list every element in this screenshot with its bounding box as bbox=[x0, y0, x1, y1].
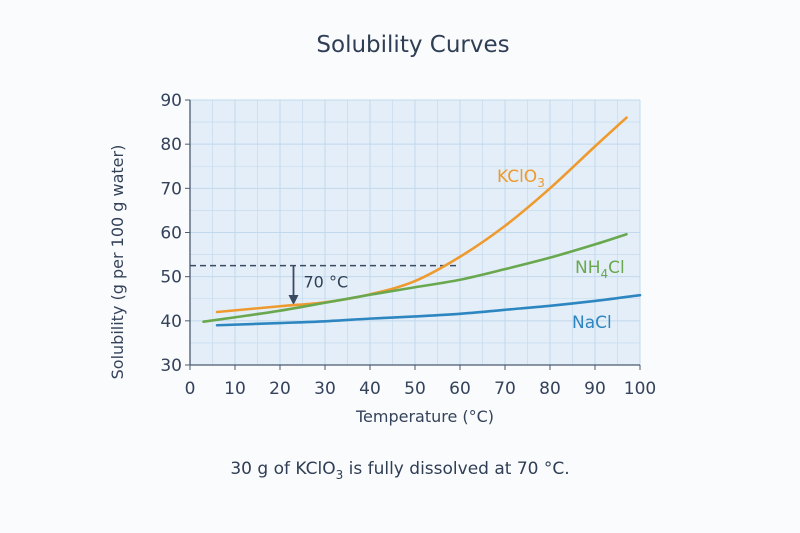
y-tick-label: 50 bbox=[160, 268, 182, 288]
marker-label: 70 °C bbox=[304, 273, 349, 292]
arrow-down-icon bbox=[288, 295, 299, 305]
x-tick-label: 60 bbox=[449, 379, 471, 399]
x-tick-label: 70 bbox=[494, 379, 516, 399]
x-tick-label: 0 bbox=[185, 379, 196, 399]
series-label-kclo3: KClO3 bbox=[497, 167, 545, 190]
series-line-nh4cl bbox=[202, 232, 628, 324]
series-line-kclo3 bbox=[215, 116, 628, 314]
y-tick-labels: 30 40 50 60 70 80 90 bbox=[160, 91, 190, 376]
caption-subscript: 3 bbox=[336, 468, 344, 482]
temperature-marker: 70 °C bbox=[190, 264, 460, 305]
caption-end: is fully dissolved at 70 °C. bbox=[343, 459, 569, 479]
series-line-nacl bbox=[215, 293, 642, 327]
x-tick-label: 40 bbox=[359, 379, 381, 399]
x-tick-labels: 0 10 20 30 40 50 60 70 80 90 100 bbox=[185, 365, 656, 399]
y-tick-label: 70 bbox=[160, 179, 182, 199]
y-tick-label: 30 bbox=[160, 356, 182, 376]
y-tick-label: 80 bbox=[160, 135, 182, 155]
x-tick-label: 20 bbox=[269, 379, 291, 399]
x-tick-label: 100 bbox=[624, 379, 656, 399]
x-tick-label: 30 bbox=[314, 379, 336, 399]
series-label-nh4cl: NH4Cl bbox=[575, 258, 625, 281]
x-tick-label: 90 bbox=[584, 379, 606, 399]
series-label-nacl: NaCl bbox=[572, 313, 612, 333]
y-tick-label: 40 bbox=[160, 312, 182, 332]
x-tick-label: 10 bbox=[224, 379, 246, 399]
series-labels: KClO3 NH4Cl NaCl bbox=[497, 167, 625, 333]
y-tick-label: 90 bbox=[160, 91, 182, 111]
series-lines bbox=[202, 116, 642, 327]
x-tick-label: 80 bbox=[539, 379, 561, 399]
chart-title: Solubility Curves bbox=[316, 32, 509, 58]
y-axis-label: Solubility (g per 100 g water) bbox=[108, 145, 127, 380]
caption: 30 g of KClO3 is fully dissolved at 70 °… bbox=[230, 459, 569, 482]
x-axis-label: Temperature (°C) bbox=[355, 407, 494, 426]
caption-start: 30 g of KClO bbox=[230, 459, 335, 479]
x-tick-label: 50 bbox=[404, 379, 426, 399]
y-tick-label: 60 bbox=[160, 224, 182, 244]
